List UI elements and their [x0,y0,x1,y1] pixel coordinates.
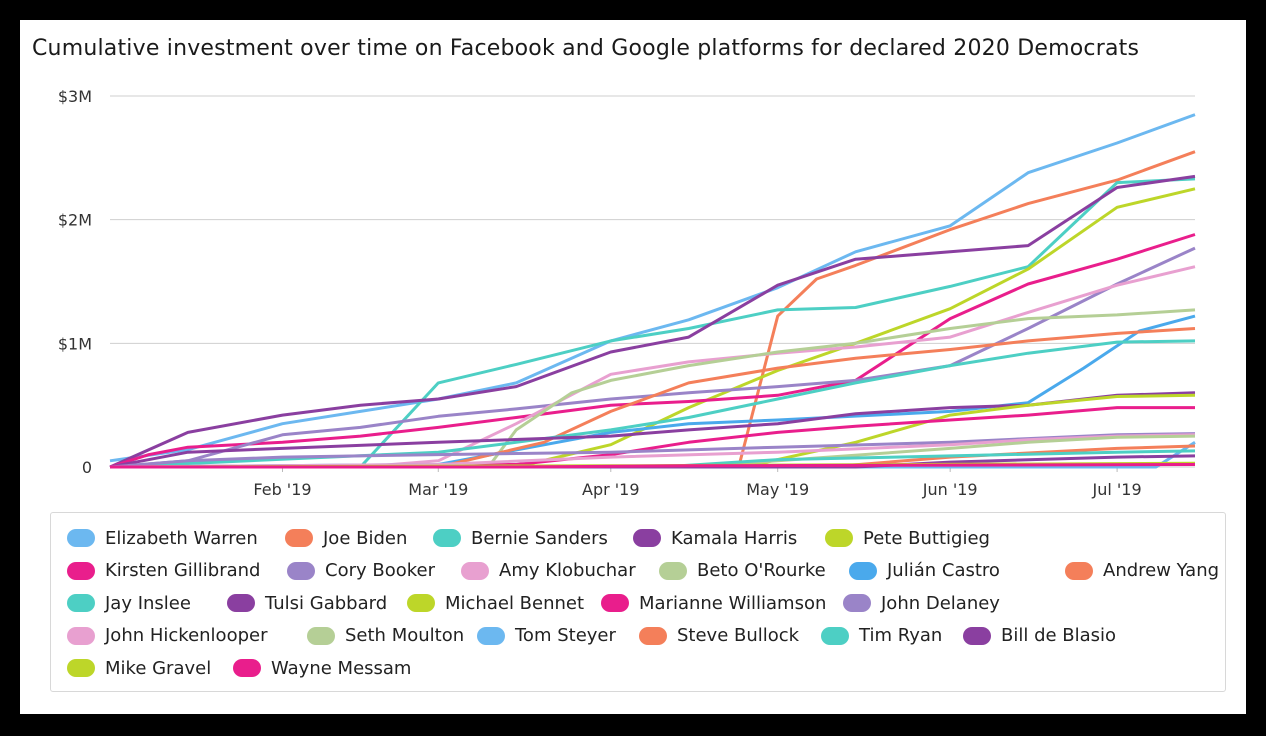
legend-label: Seth Moulton [345,625,465,646]
x-tick-label: Jul '19 [1092,480,1142,499]
legend-item[interactable]: Julián Castro [849,559,1000,583]
y-tick-label: $3M [58,87,92,106]
x-tick-label: Feb '19 [253,480,311,499]
legend-item[interactable]: John Delaney [843,591,1000,615]
legend-item[interactable]: Kirsten Gillibrand [67,559,261,583]
legend-item[interactable]: Tom Steyer [477,624,616,648]
legend-label: Kamala Harris [671,527,798,549]
legend-swatch [227,594,255,612]
legend-label: Joe Biden [323,527,408,549]
legend-item[interactable]: Elizabeth Warren [67,526,258,550]
series-line-wayne-messam [110,463,1196,469]
legend-item[interactable]: Tulsi Gabbard [227,591,387,615]
legend-item[interactable]: Andrew Yang [1065,559,1219,583]
series-line-pete-buttigieg [110,187,1196,469]
legend-swatch [633,529,661,547]
y-tick-label: $1M [58,334,92,353]
legend-label: Julián Castro [887,560,1000,581]
legend-label: Pete Buttigieg [863,527,990,549]
legend-label: Elizabeth Warren [105,527,258,549]
legend-item[interactable]: Seth Moulton [307,624,464,648]
series-line-andrew-yang [110,327,1196,469]
legend-label: Tom Steyer [515,625,616,646]
legend-swatch [477,626,505,645]
legend-label: Amy Klobuchar [499,560,636,581]
legend-item[interactable]: Mike Gravel [67,656,211,680]
series-line-jay-inslee [109,339,1196,469]
legend-swatch [601,594,629,612]
legend-swatch [821,626,849,645]
legend-item[interactable]: Kamala Harris [633,526,797,550]
legend-label: Michael Bennet [445,592,585,614]
legend-label: Cory Booker [325,560,435,581]
legend-label: Tulsi Gabbard [265,592,388,614]
legend-swatch [307,626,335,645]
legend-swatch [233,659,261,677]
legend-item[interactable]: Amy Klobuchar [461,559,636,583]
legend-swatch [461,561,489,580]
series-line-kamala-harris [109,174,1196,469]
legend-swatch [287,561,315,580]
legend-label: John Hickenlooper [105,625,268,646]
legend-swatch [659,561,687,580]
x-tick-label: May '19 [746,480,809,499]
legend-item[interactable]: Pete Buttigieg [825,526,990,550]
x-tick-label: Mar '19 [408,480,468,499]
legend-label: Marianne Williamson [639,592,827,614]
legend-item[interactable]: John Hickenlooper [67,624,267,648]
legend-label: John Delaney [881,592,1000,614]
legend-item[interactable]: Steve Bullock [639,624,799,648]
legend-label: Wayne Messam [271,657,412,679]
legend-label: Steve Bullock [677,625,800,646]
legend-swatch [67,561,95,580]
legend-swatch [407,594,435,612]
legend-item[interactable]: Marianne Williamson [601,591,826,615]
legend-swatch [67,594,95,612]
legend-label: Jay Inslee [105,592,191,614]
series-line-beto-o-rourke [487,308,1196,468]
legend-item[interactable]: Cory Booker [287,559,435,583]
series-line-bernie-sanders [110,177,1196,469]
legend-swatch [433,529,461,547]
legend-swatch [67,529,95,547]
legend-swatch [67,626,95,645]
y-tick-label: $2M [58,211,92,230]
series-line-elizabeth-warren [109,113,1196,463]
legend-swatch [285,529,313,547]
legend-swatch [1065,561,1093,580]
legend-swatch [843,594,871,612]
legend-swatch [67,659,95,677]
x-tick-label: Jun '19 [922,480,978,499]
chart-title: Cumulative investment over time on Faceb… [32,36,1140,61]
legend-item[interactable]: Joe Biden [285,526,407,550]
legend-item[interactable]: Beto O'Rourke [659,559,826,583]
legend-item[interactable]: Tim Ryan [821,624,942,648]
legend-swatch [639,626,667,645]
legend-swatch [849,561,877,580]
series-line-juli-n-castro [109,314,1196,469]
legend-label: Mike Gravel [105,657,212,679]
x-axis-ticks: Feb '19 Mar '19 Apr '19 May '19 Jun '19 Jul '… [253,467,1142,499]
x-tick-label: Apr '19 [582,480,640,499]
legend-swatch [825,529,853,547]
legend-label: Bernie Sanders [471,527,608,549]
legend-item[interactable]: Bill de Blasio [963,624,1116,648]
legend-item[interactable]: Wayne Messam [233,656,411,680]
series-line-kirsten-gillibrand [109,233,1196,469]
legend-label: Kirsten Gillibrand [105,560,261,581]
legend-item[interactable]: Bernie Sanders [433,526,608,550]
y-axis-ticks: 0 $1M $2M $3M [58,87,92,477]
legend-item[interactable]: Michael Bennet [407,591,584,615]
legend-swatch [963,626,991,645]
y-tick-label: 0 [82,458,92,477]
legend-label: Bill de Blasio [1001,625,1117,646]
series-lines [109,113,1196,469]
legend: Elizabeth Warren Joe Biden Bernie Sanders K… [50,512,1226,692]
legend-label: Beto O'Rourke [697,560,826,581]
legend-label: Tim Ryan [859,625,943,646]
legend-item[interactable]: Jay Inslee [67,591,191,615]
legend-label: Andrew Yang [1103,560,1220,581]
